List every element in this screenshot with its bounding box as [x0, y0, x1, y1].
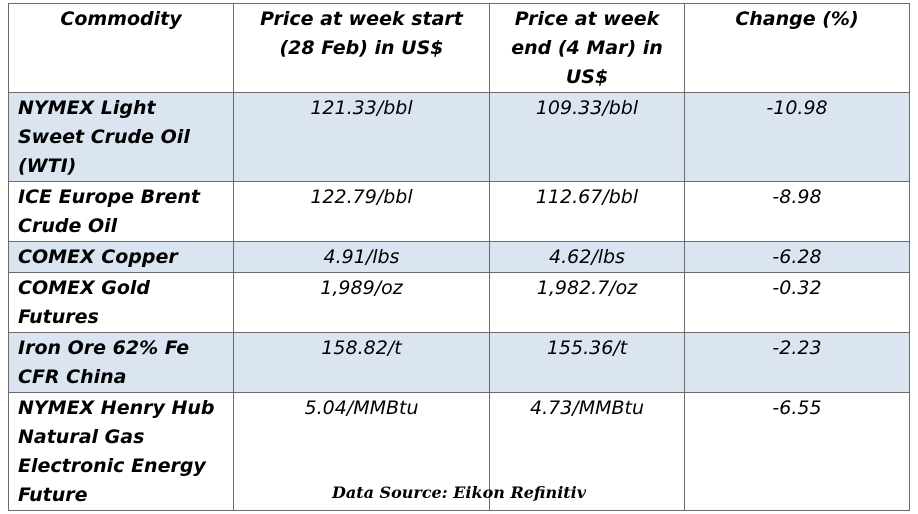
price-start: 5.04/MMBtu: [233, 392, 490, 511]
header-price-week-end: Price at week end (4 Mar) in US$: [489, 3, 685, 93]
change-value: -2.23: [684, 332, 910, 393]
commodity-name: NYMEX Light Sweet Crude Oil (WTI): [8, 92, 234, 182]
table-row: Iron Ore 62% Fe CFR China 158.82/t 155.3…: [8, 332, 910, 393]
change-value: -6.55: [684, 392, 910, 511]
price-end: 112.67/bbl: [489, 181, 685, 242]
header-change-percent: Change (%): [684, 3, 910, 93]
price-end: 1,982.7/oz: [489, 272, 685, 333]
change-value: -0.32: [684, 272, 910, 333]
price-start: 122.79/bbl: [233, 181, 490, 242]
price-start: 121.33/bbl: [233, 92, 490, 182]
price-start: 4.91/lbs: [233, 241, 490, 273]
data-source-caption: Data Source: Eikon Refinitiv: [331, 483, 587, 502]
change-value: -10.98: [684, 92, 910, 182]
commodity-name: COMEX Copper: [8, 241, 234, 273]
header-price-week-start: Price at week start (28 Feb) in US$: [233, 3, 490, 93]
table-row: NYMEX Light Sweet Crude Oil (WTI) 121.33…: [8, 92, 910, 182]
table-header-row: Commodity Price at week start (28 Feb) i…: [8, 3, 910, 93]
price-end: 155.36/t: [489, 332, 685, 393]
price-end: 4.62/lbs: [489, 241, 685, 273]
commodity-name: ICE Europe Brent Crude Oil: [8, 181, 234, 242]
price-start: 1,989/oz: [233, 272, 490, 333]
table-row: ICE Europe Brent Crude Oil 122.79/bbl 11…: [8, 181, 910, 242]
price-start: 158.82/t: [233, 332, 490, 393]
commodity-name: COMEX Gold Futures: [8, 272, 234, 333]
change-value: -8.98: [684, 181, 910, 242]
header-commodity: Commodity: [8, 3, 234, 93]
change-value: -6.28: [684, 241, 910, 273]
table-row: NYMEX Henry Hub Natural Gas Electronic E…: [8, 392, 910, 511]
table-row: COMEX Copper 4.91/lbs 4.62/lbs -6.28: [8, 241, 910, 273]
price-end: 109.33/bbl: [489, 92, 685, 182]
commodity-price-table: Commodity Price at week start (28 Feb) i…: [8, 3, 910, 511]
table-row: COMEX Gold Futures 1,989/oz 1,982.7/oz -…: [8, 272, 910, 333]
commodity-name: Iron Ore 62% Fe CFR China: [8, 332, 234, 393]
commodity-name: NYMEX Henry Hub Natural Gas Electronic E…: [8, 392, 234, 511]
